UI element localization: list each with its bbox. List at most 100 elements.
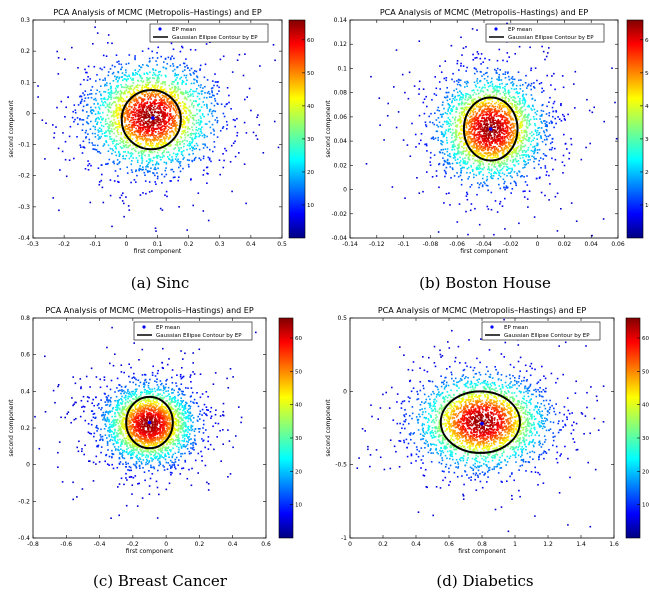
data-point [466, 171, 468, 174]
data-point [434, 112, 436, 114]
data-point [471, 146, 474, 148]
data-point [183, 62, 186, 65]
data-point [124, 129, 127, 131]
data-point [120, 108, 122, 110]
data-point [187, 163, 190, 166]
data-point [179, 92, 182, 94]
data-point [198, 135, 200, 138]
data-point [162, 143, 165, 146]
data-point [525, 138, 527, 141]
data-point [474, 120, 476, 122]
data-point [170, 161, 173, 163]
data-point [452, 140, 455, 143]
data-point [30, 39, 32, 41]
data-point [449, 105, 451, 107]
data-point [161, 152, 164, 155]
data-point [130, 94, 133, 96]
data-point [117, 98, 120, 101]
data-point [467, 81, 469, 84]
data-point [195, 90, 197, 93]
data-point [545, 123, 547, 126]
data-point [506, 107, 509, 110]
data-point [540, 137, 543, 140]
data-point [517, 95, 520, 98]
data-point [124, 137, 127, 139]
data-point [472, 120, 474, 122]
colorbar-gradient [288, 19, 306, 239]
data-point [125, 107, 128, 109]
data-point [179, 78, 181, 80]
data-point [158, 111, 161, 114]
data-point [489, 151, 491, 154]
data-point [479, 160, 482, 163]
data-point [184, 121, 186, 123]
data-point [119, 137, 122, 139]
data-point [491, 98, 493, 100]
data-point [474, 159, 476, 162]
data-point [461, 129, 463, 132]
data-point [183, 102, 185, 105]
data-point [526, 134, 528, 136]
x-axis-label: first component [134, 248, 182, 255]
data-point [161, 118, 164, 120]
data-point [141, 50, 144, 52]
data-point [495, 141, 497, 143]
data-point [494, 150, 496, 153]
data-point [481, 154, 484, 156]
data-point [365, 163, 368, 165]
data-point [436, 124, 438, 126]
data-point [135, 72, 137, 74]
data-point [466, 99, 469, 102]
data-point [435, 170, 438, 172]
data-point [139, 110, 141, 113]
data-point [155, 122, 157, 125]
data-point [162, 130, 165, 133]
data-point [142, 139, 144, 141]
data-point [244, 53, 246, 55]
data-point [218, 86, 220, 89]
data-point [143, 127, 145, 129]
data-point [102, 79, 104, 81]
data-point [121, 138, 123, 140]
data-point [498, 139, 500, 142]
data-point [101, 164, 103, 166]
data-point [174, 128, 177, 130]
data-point [484, 105, 487, 108]
data-point [141, 89, 143, 91]
data-point [100, 85, 102, 87]
data-point [472, 100, 475, 103]
data-point [461, 93, 463, 95]
data-point [498, 107, 501, 110]
data-point [424, 121, 427, 124]
data-point [539, 115, 542, 117]
data-point [82, 140, 85, 143]
data-point [534, 129, 537, 131]
data-point [488, 141, 490, 144]
data-point [203, 96, 206, 99]
data-point [152, 136, 155, 138]
data-point [481, 185, 484, 188]
data-point [460, 96, 462, 98]
data-point [151, 57, 154, 59]
data-point [185, 58, 187, 60]
data-point [188, 165, 190, 168]
data-point [189, 99, 192, 102]
data-point [474, 123, 476, 125]
data-point [189, 133, 192, 135]
data-point [156, 136, 159, 139]
data-point [478, 92, 480, 95]
data-point [222, 166, 225, 169]
data-point [447, 103, 449, 105]
data-point [465, 96, 467, 99]
data-point [169, 113, 171, 115]
data-point [531, 109, 533, 111]
data-point [163, 141, 165, 144]
data-point [471, 122, 473, 125]
data-point [107, 92, 110, 94]
data-point [504, 111, 507, 114]
data-point [468, 96, 470, 98]
data-point [487, 102, 489, 105]
data-point [510, 119, 513, 121]
data-point [444, 112, 447, 114]
data-point [144, 137, 147, 139]
